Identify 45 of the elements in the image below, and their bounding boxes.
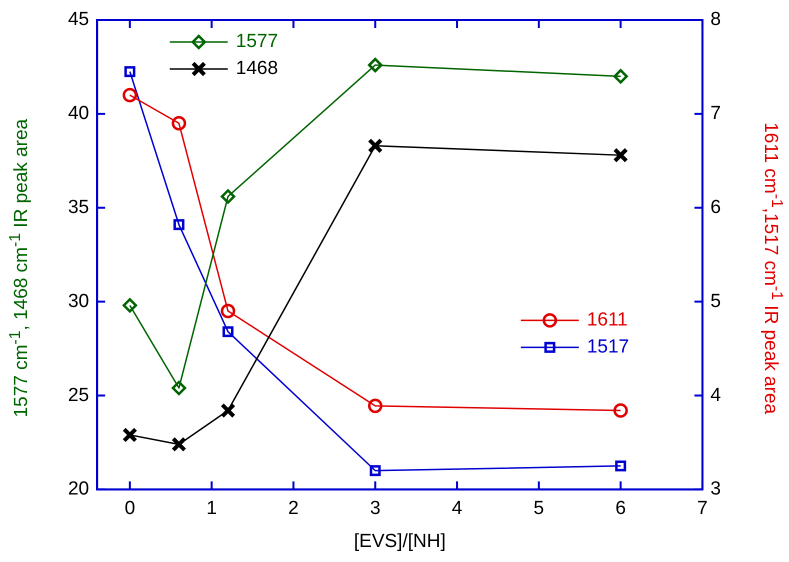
point — [122, 427, 138, 443]
x-tick-label: 7 — [697, 498, 708, 520]
y-tick-label: 30 — [68, 290, 90, 312]
y-tick-label: 20 — [68, 478, 90, 500]
y-tick-label: 35 — [68, 196, 90, 218]
y2-tick-label: 3 — [710, 478, 722, 500]
point — [222, 326, 234, 338]
point — [171, 436, 187, 452]
x-axis-title: [EVS]/[NH] — [354, 530, 446, 552]
point — [368, 138, 383, 154]
point — [368, 398, 382, 414]
point — [172, 380, 186, 396]
x-tick-label: 2 — [288, 498, 299, 520]
y2-tick-label: 8 — [710, 9, 722, 30]
point — [370, 465, 381, 476]
point — [124, 66, 136, 78]
x-tick-label: 4 — [452, 498, 463, 520]
point — [613, 403, 628, 418]
point — [220, 304, 236, 318]
y-tick-label: 45 — [68, 9, 90, 30]
y2-tick-label: 4 — [710, 384, 722, 406]
legend-label: 1468 — [236, 58, 278, 80]
point — [615, 460, 626, 472]
x-tick-label: 0 — [124, 498, 136, 520]
legend-label: 1577 — [236, 31, 278, 52]
x-tick-label: 1 — [206, 498, 217, 520]
y2-tick-label: 6 — [710, 196, 722, 218]
y2-tick-label: 7 — [710, 103, 722, 124]
y-tick-label: 40 — [68, 103, 90, 124]
x-tick-label: 3 — [370, 498, 381, 520]
legend-label: 1611 — [586, 310, 628, 331]
point — [368, 58, 382, 72]
x-tick-label: 6 — [615, 498, 626, 520]
x-tick-label: 5 — [534, 498, 544, 520]
y2-tick-label: 5 — [710, 290, 722, 312]
point — [220, 189, 236, 204]
point — [172, 116, 186, 131]
point — [173, 219, 184, 230]
point — [613, 69, 628, 84]
point — [122, 298, 138, 313]
point — [220, 402, 236, 418]
y-tick-label: 25 — [68, 384, 90, 406]
point — [122, 88, 138, 102]
legend-label: 1517 — [586, 336, 630, 358]
point — [612, 148, 628, 163]
